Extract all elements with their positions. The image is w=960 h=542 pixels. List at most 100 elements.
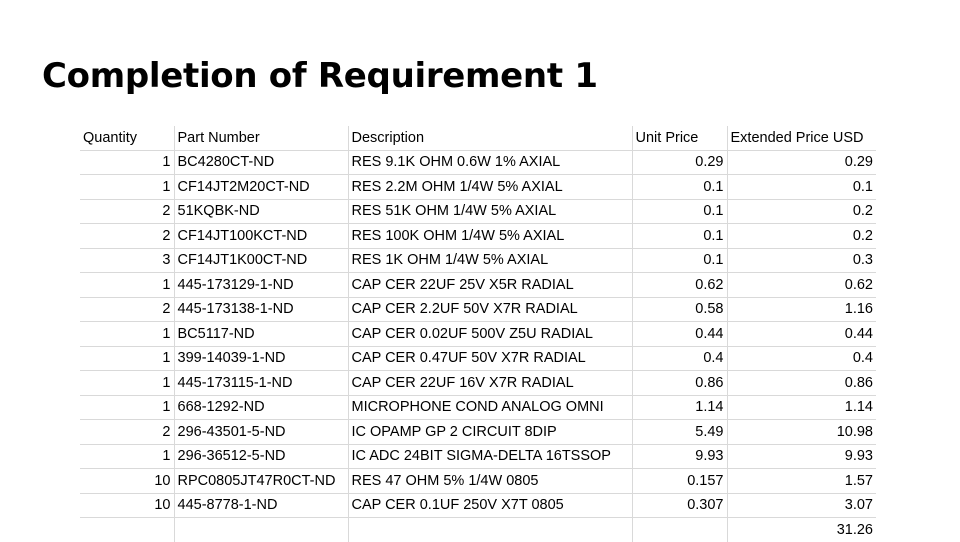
cell-extended-price: 0.86 xyxy=(727,370,876,396)
table-row: 1 668-1292-ND MICROPHONE COND ANALOG OMNI 1… xyxy=(80,395,876,420)
table-row: 1 BC5117-ND CAP CER 0.02UF 500V Z5U RADIAL… xyxy=(80,321,876,347)
cell-description: IC OPAMP GP 2 CIRCUIT 8DIP xyxy=(348,419,633,445)
cell-unit-price: 0.1 xyxy=(632,248,728,273)
table-row: 1 445-173115-1-ND CAP CER 22UF 16V X7R RAD… xyxy=(80,370,876,396)
cell-quantity: 1 xyxy=(80,346,175,371)
table-row: 10 445-8778-1-ND CAP CER 0.1UF 250V X7T 08… xyxy=(80,493,876,518)
cell-part-number: 445-173138-1-ND xyxy=(174,297,349,322)
cell-quantity: 1 xyxy=(80,444,175,469)
cell-quantity: 1 xyxy=(80,370,175,396)
cell-description: CAP CER 0.02UF 500V Z5U RADIAL xyxy=(348,321,633,347)
cell-description: CAP CER 0.1UF 250V X7T 0805 xyxy=(348,493,633,518)
table-row: 2 296-43501-5-ND IC OPAMP GP 2 CIRCUIT 8DI… xyxy=(80,419,876,445)
cell-description: RES 2.2M OHM 1/4W 5% AXIAL xyxy=(348,174,633,200)
cell-unit-price: 0.58 xyxy=(632,297,728,322)
header-quantity: Quantity xyxy=(80,126,175,151)
cell-extended-price: 0.29 xyxy=(727,150,876,175)
cell-quantity: 1 xyxy=(80,150,175,175)
cell-extended-price: 0.2 xyxy=(727,223,876,249)
cell-description: CAP CER 0.47UF 50V X7R RADIAL xyxy=(348,346,633,371)
total-empty-cell xyxy=(632,517,728,542)
cell-part-number: 445-173129-1-ND xyxy=(174,272,349,298)
cell-description: IC ADC 24BIT SIGMA-DELTA 16TSSOP xyxy=(348,444,633,469)
bom-table: Quantity Part Number Description Unit Pr… xyxy=(80,126,876,542)
cell-part-number: 296-36512-5-ND xyxy=(174,444,349,469)
cell-quantity: 10 xyxy=(80,493,175,518)
table-row: 1 BC4280CT-ND RES 9.1K OHM 0.6W 1% AXIAL 0.… xyxy=(80,150,876,175)
cell-unit-price: 1.14 xyxy=(632,395,728,420)
table-row: 1 399-14039-1-ND CAP CER 0.47UF 50V X7R RA… xyxy=(80,346,876,371)
cell-description: RES 9.1K OHM 0.6W 1% AXIAL xyxy=(348,150,633,175)
header-part-number: Part Number xyxy=(174,126,349,151)
table-row: 2 CF14JT100KCT-ND RES 100K OHM 1/4W 5% AXI… xyxy=(80,223,876,249)
cell-description: RES 51K OHM 1/4W 5% AXIAL xyxy=(348,199,633,224)
cell-part-number: 445-173115-1-ND xyxy=(174,370,349,396)
cell-quantity: 1 xyxy=(80,321,175,347)
cell-quantity: 2 xyxy=(80,297,175,322)
cell-unit-price: 5.49 xyxy=(632,419,728,445)
cell-description: RES 1K OHM 1/4W 5% AXIAL xyxy=(348,248,633,273)
cell-part-number: 668-1292-ND xyxy=(174,395,349,420)
header-extended-price: Extended Price USD xyxy=(727,126,876,151)
cell-extended-price: 1.16 xyxy=(727,297,876,322)
cell-extended-price: 0.4 xyxy=(727,346,876,371)
cell-part-number: RPC0805JT47R0CT-ND xyxy=(174,468,349,494)
slide-title: Completion of Requirement 1 xyxy=(42,56,598,96)
cell-quantity: 1 xyxy=(80,272,175,298)
table-row: 1 445-173129-1-ND CAP CER 22UF 25V X5R RAD… xyxy=(80,272,876,298)
cell-unit-price: 0.1 xyxy=(632,199,728,224)
cell-part-number: 51KQBK-ND xyxy=(174,199,349,224)
cell-extended-price: 3.07 xyxy=(727,493,876,518)
cell-unit-price: 0.86 xyxy=(632,370,728,396)
cell-quantity: 2 xyxy=(80,223,175,249)
cell-quantity: 3 xyxy=(80,248,175,273)
cell-part-number: CF14JT1K00CT-ND xyxy=(174,248,349,273)
cell-extended-price: 1.57 xyxy=(727,468,876,494)
cell-extended-price: 0.2 xyxy=(727,199,876,224)
cell-unit-price: 9.93 xyxy=(632,444,728,469)
table-row: 2 445-173138-1-ND CAP CER 2.2UF 50V X7R RA… xyxy=(80,297,876,322)
cell-quantity: 1 xyxy=(80,395,175,420)
cell-extended-price: 9.93 xyxy=(727,444,876,469)
cell-unit-price: 0.44 xyxy=(632,321,728,347)
cell-part-number: 445-8778-1-ND xyxy=(174,493,349,518)
cell-quantity: 10 xyxy=(80,468,175,494)
cell-part-number: 296-43501-5-ND xyxy=(174,419,349,445)
cell-extended-price: 1.14 xyxy=(727,395,876,420)
table-row: 3 CF14JT1K00CT-ND RES 1K OHM 1/4W 5% AXIAL… xyxy=(80,248,876,273)
cell-extended-price: 10.98 xyxy=(727,419,876,445)
cell-description: RES 47 OHM 5% 1/4W 0805 xyxy=(348,468,633,494)
cell-quantity: 2 xyxy=(80,199,175,224)
table-body: 1 BC4280CT-ND RES 9.1K OHM 0.6W 1% AXIAL 0.… xyxy=(80,150,876,542)
cell-part-number: 399-14039-1-ND xyxy=(174,346,349,371)
table-row: 2 51KQBK-ND RES 51K OHM 1/4W 5% AXIAL 0.1 0.… xyxy=(80,199,876,224)
total-empty-cell xyxy=(348,517,633,542)
cell-description: CAP CER 2.2UF 50V X7R RADIAL xyxy=(348,297,633,322)
total-extended-price: 31.26 xyxy=(836,521,873,538)
cell-unit-price: 0.29 xyxy=(632,150,728,175)
cell-quantity: 1 xyxy=(80,174,175,200)
header-unit-price: Unit Price xyxy=(632,126,728,151)
table-header-row: Quantity Part Number Description Unit Pr… xyxy=(80,126,876,151)
table-row: 10 RPC0805JT47R0CT-ND RES 47 OHM 5% 1/4W 0… xyxy=(80,468,876,494)
cell-quantity: 2 xyxy=(80,419,175,445)
total-empty-cell xyxy=(80,517,175,542)
header-description: Description xyxy=(348,126,633,151)
cell-unit-price: 0.1 xyxy=(632,174,728,200)
cell-extended-price: 0.44 xyxy=(727,321,876,347)
cell-part-number: BC5117-ND xyxy=(174,321,349,347)
cell-part-number: CF14JT100KCT-ND xyxy=(174,223,349,249)
cell-description: MICROPHONE COND ANALOG OMNI xyxy=(348,395,633,420)
cell-unit-price: 0.4 xyxy=(632,346,728,371)
cell-description: CAP CER 22UF 25V X5R RADIAL xyxy=(348,272,633,298)
cell-extended-price: 0.1 xyxy=(727,174,876,200)
total-empty-cell xyxy=(174,517,349,542)
cell-part-number: BC4280CT-ND xyxy=(174,150,349,175)
table-row: 1 296-36512-5-ND IC ADC 24BIT SIGMA-DELTA … xyxy=(80,444,876,469)
cell-unit-price: 0.62 xyxy=(632,272,728,298)
cell-unit-price: 0.307 xyxy=(632,493,728,518)
cell-unit-price: 0.1 xyxy=(632,223,728,249)
cell-part-number: CF14JT2M20CT-ND xyxy=(174,174,349,200)
cell-description: CAP CER 22UF 16V X7R RADIAL xyxy=(348,370,633,396)
cell-unit-price: 0.157 xyxy=(632,468,728,494)
